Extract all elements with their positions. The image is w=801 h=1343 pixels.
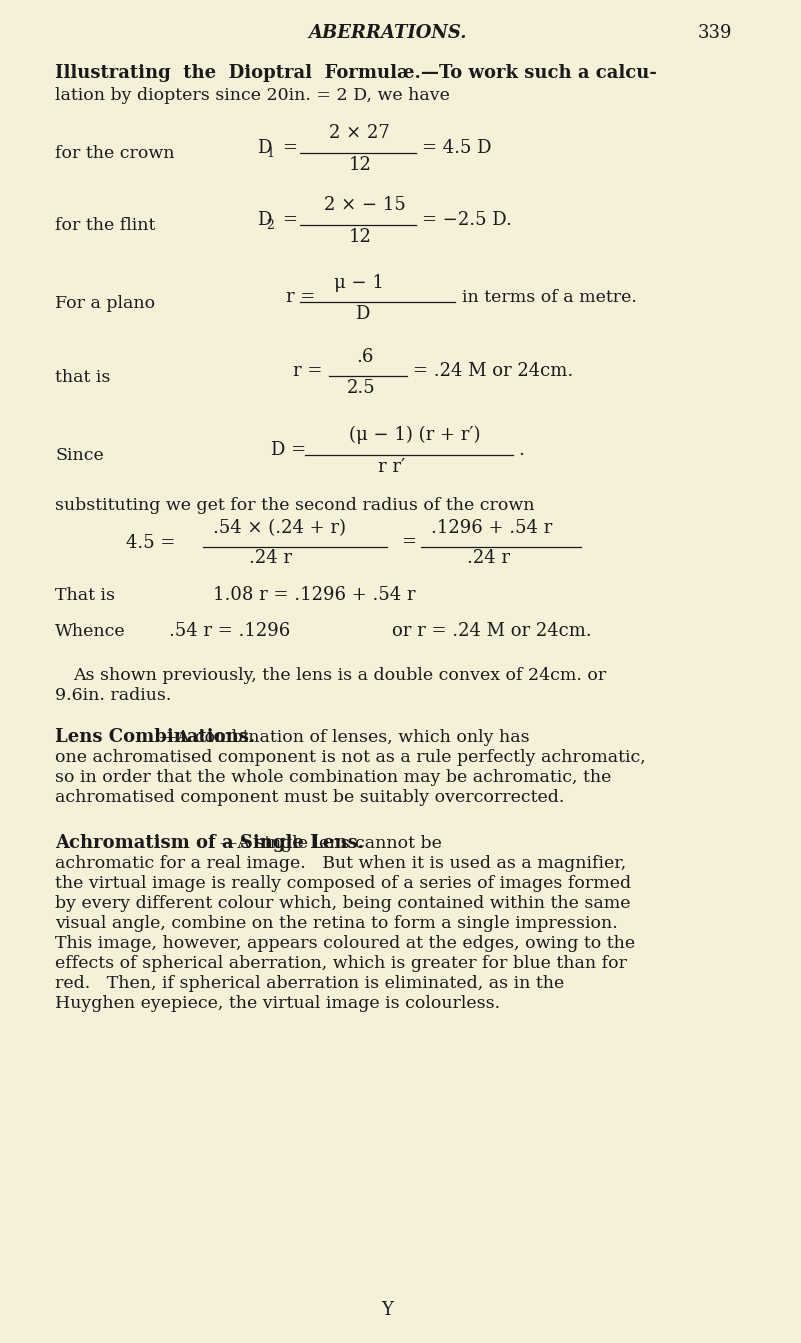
Text: 4.5 =: 4.5 = — [126, 535, 175, 552]
Text: that is: that is — [55, 369, 111, 385]
Text: —A single lens cannot be: —A single lens cannot be — [55, 835, 442, 851]
Text: visual angle, combine on the retina to form a single impression.: visual angle, combine on the retina to f… — [55, 915, 618, 932]
Text: .54 × (.24 + r): .54 × (.24 + r) — [213, 518, 346, 537]
Text: by every different colour which, being contained within the same: by every different colour which, being c… — [55, 894, 630, 912]
Text: =: = — [401, 533, 416, 551]
Text: =: = — [282, 211, 297, 230]
Text: As shown previously, the lens is a double convex of 24cm. or: As shown previously, the lens is a doubl… — [73, 667, 606, 684]
Text: .24 r: .24 r — [467, 549, 509, 567]
Text: in terms of a metre.: in terms of a metre. — [462, 289, 637, 306]
Text: μ − 1: μ − 1 — [334, 274, 384, 291]
Text: Lens Combinations.: Lens Combinations. — [55, 728, 256, 745]
Text: 12: 12 — [348, 156, 372, 175]
Text: ABERRATIONS.: ABERRATIONS. — [308, 24, 467, 42]
Text: red.   Then, if spherical aberration is eliminated, as in the: red. Then, if spherical aberration is el… — [55, 975, 565, 992]
Text: Whence: Whence — [55, 623, 126, 641]
Text: 2: 2 — [266, 219, 274, 232]
Text: achromatised component must be suitably overcorrected.: achromatised component must be suitably … — [55, 788, 565, 806]
Text: = .24 M or 24cm.: = .24 M or 24cm. — [413, 363, 573, 380]
Text: (μ − 1) (r + r′): (μ − 1) (r + r′) — [348, 426, 480, 445]
Text: Huyghen eyepiece, the virtual image is colourless.: Huyghen eyepiece, the virtual image is c… — [55, 995, 501, 1013]
Text: for the crown: for the crown — [55, 145, 175, 163]
Text: Illustrating  the  Dioptral  Formulæ.—To work such a calcu-: Illustrating the Dioptral Formulæ.—To wo… — [55, 64, 657, 82]
Text: achromatic for a real image.   But when it is used as a magnifier,: achromatic for a real image. But when it… — [55, 855, 626, 872]
Text: = 4.5 D: = 4.5 D — [422, 138, 492, 157]
Text: 339: 339 — [698, 24, 732, 42]
Text: r =: r = — [293, 363, 323, 380]
Text: Since: Since — [55, 447, 104, 463]
Text: .6: .6 — [356, 348, 374, 367]
Text: .54 r = .1296: .54 r = .1296 — [170, 622, 291, 641]
Text: D: D — [256, 211, 271, 230]
Text: for the flint: for the flint — [55, 218, 155, 234]
Text: substituting we get for the second radius of the crown: substituting we get for the second radiu… — [55, 497, 535, 514]
Text: so in order that the whole combination may be achromatic, the: so in order that the whole combination m… — [55, 770, 612, 786]
Text: 12: 12 — [348, 228, 372, 246]
Text: 2 × 27: 2 × 27 — [329, 124, 390, 142]
Text: D =: D = — [272, 441, 306, 459]
Text: one achromatised component is not as a rule perfectly achromatic,: one achromatised component is not as a r… — [55, 749, 646, 766]
Text: .24 r: .24 r — [249, 549, 292, 567]
Text: Y: Y — [381, 1301, 393, 1319]
Text: That is: That is — [55, 587, 115, 604]
Text: or r = .24 M or 24cm.: or r = .24 M or 24cm. — [392, 622, 592, 641]
Text: lation by diopters since 20in. = 2 D, we have: lation by diopters since 20in. = 2 D, we… — [55, 87, 450, 103]
Text: .1296 + .54 r: .1296 + .54 r — [431, 518, 552, 537]
Text: —A combination of lenses, which only has: —A combination of lenses, which only has — [55, 729, 529, 745]
Text: Achromatism of a Single Lens.: Achromatism of a Single Lens. — [55, 834, 364, 851]
Text: D: D — [256, 138, 271, 157]
Text: effects of spherical aberration, which is greater for blue than for: effects of spherical aberration, which i… — [55, 955, 627, 972]
Text: D: D — [356, 305, 370, 324]
Text: the virtual image is really composed of a series of images formed: the virtual image is really composed of … — [55, 876, 631, 892]
Text: 1.08 r = .1296 + .54 r: 1.08 r = .1296 + .54 r — [213, 586, 416, 604]
Text: 1: 1 — [266, 146, 274, 160]
Text: 2.5: 2.5 — [347, 379, 376, 398]
Text: 2 × − 15: 2 × − 15 — [324, 196, 406, 214]
Text: This image, however, appears coloured at the edges, owing to the: This image, however, appears coloured at… — [55, 935, 635, 952]
Text: r =: r = — [286, 287, 315, 306]
Text: 9.6in. radius.: 9.6in. radius. — [55, 688, 171, 704]
Text: r r′: r r′ — [378, 458, 405, 475]
Text: =: = — [282, 138, 297, 157]
Text: = −2.5 D.: = −2.5 D. — [422, 211, 512, 230]
Text: .: . — [518, 441, 524, 459]
Text: For a plano: For a plano — [55, 295, 155, 312]
